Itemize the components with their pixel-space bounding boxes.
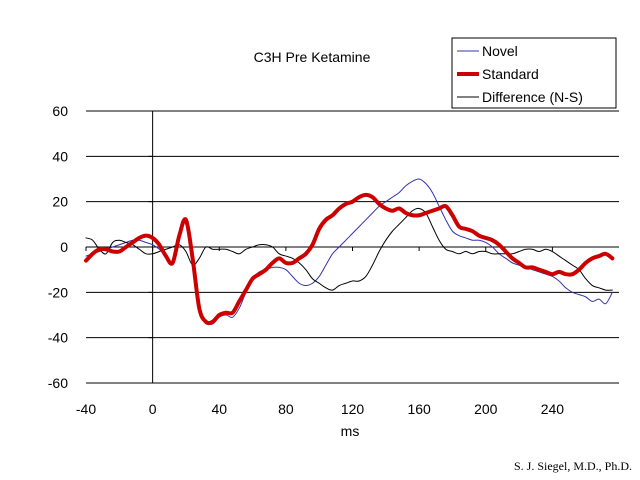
chart-title: C3H Pre Ketamine	[254, 49, 371, 65]
axes	[85, 110, 619, 384]
tick-labels: -60 -40 -20 0 20 40 60 -40 0 40 80 120 160 200 240	[48, 103, 565, 417]
y-tick-label-3: 0	[60, 239, 68, 255]
x-tick-label-2: 40	[211, 401, 227, 417]
author-credit: S. J. Siegel, M.D., Ph.D.	[513, 459, 632, 473]
x-tick-label-4: 120	[341, 401, 365, 417]
x-tick-label-6: 200	[474, 401, 498, 417]
x-tick-label-3: 80	[278, 401, 294, 417]
x-tick-label-1: 0	[149, 401, 157, 417]
x-axis-label: ms	[341, 423, 360, 439]
legend-label-difference: Difference (N-S)	[482, 89, 583, 105]
gridlines	[86, 110, 619, 384]
legend-label-standard: Standard	[482, 66, 539, 82]
x-tick-label-0: -40	[76, 401, 96, 417]
series-lines	[84, 178, 615, 326]
y-tick-label-0: -60	[48, 375, 68, 391]
x-tick-label-7: 240	[541, 401, 565, 417]
y-tick-label-1: -40	[48, 330, 68, 346]
x-tick-label-5: 160	[407, 401, 431, 417]
legend-box	[451, 37, 617, 109]
y-tick-label-5: 40	[52, 148, 68, 164]
y-tick-label-4: 20	[52, 194, 68, 210]
series-line-standard	[84, 192, 615, 326]
legend: Novel Standard Difference (N-S)	[451, 37, 617, 109]
series-line-difference	[85, 207, 613, 291]
y-tick-label-2: -20	[48, 284, 68, 300]
y-tick-label-6: 60	[52, 103, 68, 119]
legend-label-novel: Novel	[482, 43, 518, 59]
